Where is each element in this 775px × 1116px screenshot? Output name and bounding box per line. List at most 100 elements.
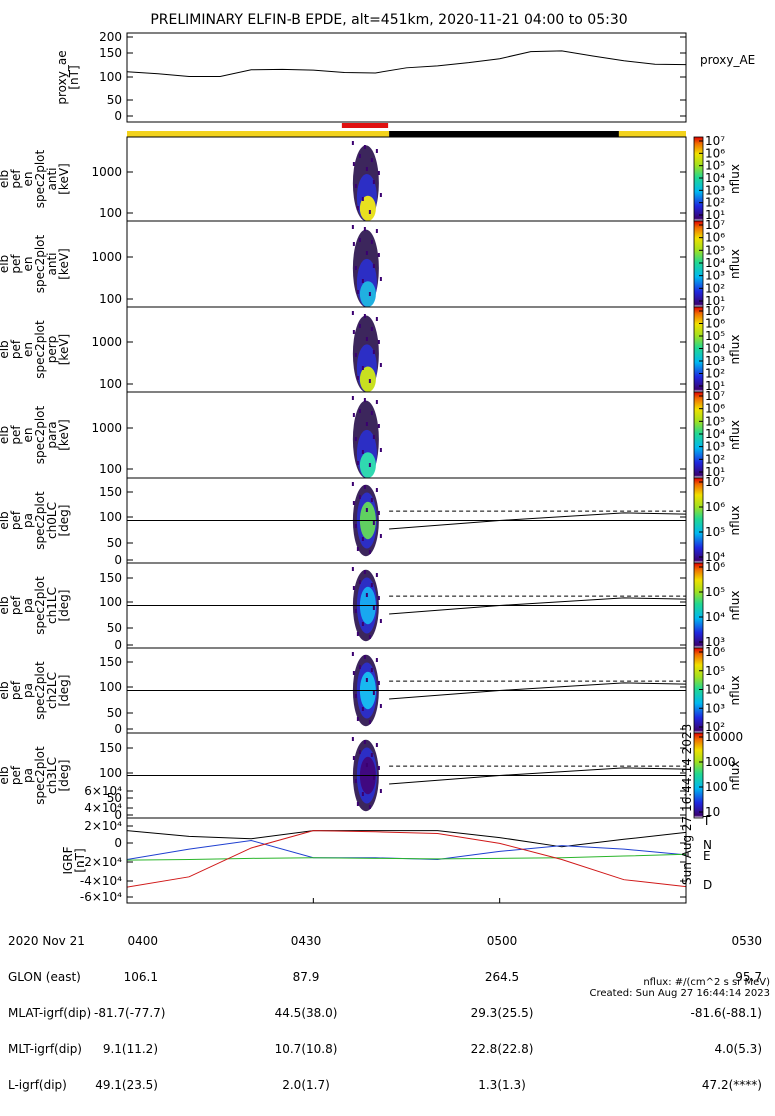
colorbar-tick-label: 100: [705, 780, 728, 794]
colorbar-tick-label: 10⁵: [705, 243, 725, 257]
spectrogram-pixel: [379, 193, 382, 197]
y-tick-label: 4×10⁴: [84, 801, 122, 815]
spectrogram-pixel: [365, 678, 368, 682]
y-tick-label: 50: [107, 93, 122, 107]
footer-glon-label: GLON (east): [8, 970, 81, 984]
spectrogram-pixel: [377, 596, 380, 600]
y-tick-label: 50: [107, 706, 122, 720]
y-axis-label: [keV]: [57, 248, 71, 279]
colorbar-title: nflux: [728, 420, 742, 450]
colorbar-scale: [693, 477, 704, 564]
spectrogram-pixel: [354, 184, 357, 188]
panels: TNED050100150200proxy_ae[nT]proxy_AE1001…: [0, 30, 755, 904]
footer-l-label: L-igrf(dip): [8, 1078, 67, 1092]
y-axis-label: elb: [0, 426, 11, 444]
y-tick-label: 1000: [91, 165, 122, 179]
spectrogram-pixel: [377, 171, 380, 175]
y-tick-label: 0: [114, 553, 122, 567]
footer-value: 49.1(23.5): [95, 1078, 158, 1092]
spectrogram-pixel: [372, 776, 375, 780]
spectrogram-pixel: [351, 141, 354, 145]
spectrogram-core: [359, 195, 376, 221]
spectrogram-pixel: [354, 779, 357, 783]
spectrogram-pixel: [375, 400, 378, 404]
y-axis-label: perp: [45, 336, 59, 364]
colorbar-tick-label: 10⁴: [705, 550, 725, 564]
y-tick-label: 150: [99, 46, 122, 60]
spectrogram-pixel: [358, 154, 361, 158]
y-tick-label: -6×10⁴: [80, 890, 122, 904]
y-axis-label: ch1LC: [45, 587, 59, 624]
colorbar-tick-label: 10⁴: [705, 342, 725, 356]
loss-cone-line: [389, 682, 687, 700]
colorbar-tick-label: 10¹: [705, 208, 725, 222]
colorbar-tick-label: 10²: [705, 367, 725, 381]
y-axis-label: elb: [0, 340, 11, 358]
spectrogram-pixel: [363, 655, 366, 659]
spectrogram-pixel: [361, 450, 364, 454]
colorbar-tick-label: 10⁷: [705, 304, 725, 318]
colorbar-tick-label: 10⁷: [705, 218, 725, 232]
footer-value: -81.7(-77.7): [94, 1006, 166, 1020]
y-axis-label: pa: [21, 598, 35, 613]
spectrogram-core: [359, 366, 376, 392]
colorbar-tick-label: 10⁴: [705, 171, 725, 185]
colorbar: [693, 562, 704, 649]
y-tick-label: 150: [99, 741, 122, 755]
y-axis-label: en: [21, 257, 35, 272]
y-axis-label: [deg]: [57, 760, 71, 792]
spectrogram-pixel: [368, 720, 371, 724]
colorbar-tick-label: 10³: [705, 701, 725, 715]
y-axis-label: pa: [21, 768, 35, 783]
igrf-E-line: [126, 853, 687, 861]
spectrogram-pixel: [354, 694, 357, 698]
spectrogram-pixel: [375, 573, 378, 577]
spectrogram-pixel: [372, 606, 375, 610]
colorbar-tick-label: 10²: [705, 452, 725, 466]
footer-value: 0400: [127, 934, 158, 948]
colorbar-scale: [693, 647, 704, 734]
y-tick-label: 150: [99, 655, 122, 669]
colorbar-tick-label: 1000: [705, 755, 736, 769]
y-axis-label: para: [45, 421, 59, 448]
spectrogram-pixel: [365, 593, 368, 597]
spectrogram-pixel: [361, 622, 364, 626]
attitude-bar-segment: [389, 131, 619, 137]
spectrogram-pixel: [351, 652, 354, 656]
panel-frame: [126, 391, 687, 479]
spectrogram-pixel: [377, 253, 380, 257]
colorbar: [693, 477, 704, 564]
spectrogram-pixel: [358, 580, 361, 584]
y-axis-label: [deg]: [57, 675, 71, 707]
y-tick-label: 0: [114, 808, 122, 822]
loss-cone-line: [389, 597, 687, 615]
footer-value: 95.7: [735, 970, 762, 984]
colorbar: [693, 136, 704, 222]
spectrogram-3: [351, 311, 382, 393]
proxy-ae-line: [126, 50, 687, 77]
y-tick-label: 200: [99, 30, 122, 44]
y-tick-label: 0: [114, 109, 122, 123]
y-axis-label: pef: [9, 339, 23, 359]
spectrogram-pixel: [368, 379, 371, 383]
footer-value: 0500: [486, 934, 518, 948]
footer-mlt-label: MLT-igrf(dip): [8, 1042, 82, 1056]
spectrogram-pixel: [375, 743, 378, 747]
y-tick-label: 0: [114, 638, 122, 652]
colorbar-tick-label: 10⁷: [705, 389, 725, 403]
spectrogram-pixel: [361, 707, 364, 711]
spectrogram-pixel: [356, 802, 359, 806]
y-axis-label: elb: [0, 255, 11, 273]
y-axis-label: ch2LC: [45, 672, 59, 709]
y-axis-label: pa: [21, 683, 35, 698]
y-tick-label: 150: [99, 485, 122, 499]
spectrogram-pixel: [379, 277, 382, 281]
spectrogram-pixel: [351, 482, 354, 486]
spectrogram-pixel: [356, 717, 359, 721]
igrf-legend-N: N: [703, 838, 712, 852]
y-axis-label: [deg]: [57, 590, 71, 622]
colorbar-tick-label: 10⁷: [705, 475, 725, 489]
y-axis-label: [nT]: [67, 65, 81, 89]
igrf-legend-E: E: [703, 849, 711, 863]
spectrogram-pixel: [368, 463, 371, 467]
